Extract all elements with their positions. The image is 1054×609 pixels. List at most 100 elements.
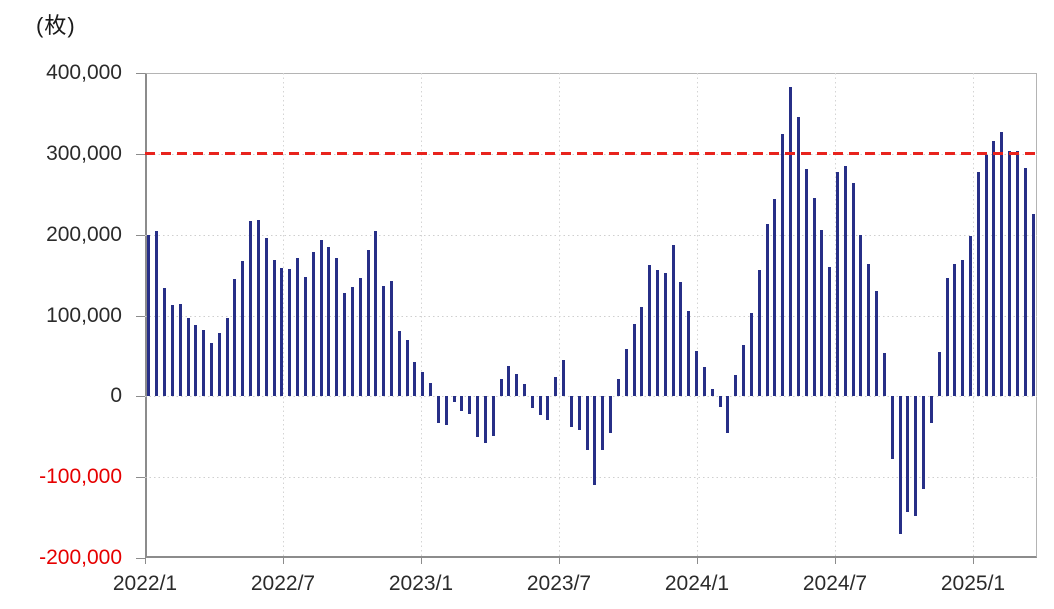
data-bar — [632, 323, 636, 397]
data-bar — [882, 353, 886, 397]
data-bar — [241, 260, 245, 397]
data-bar — [280, 267, 284, 397]
data-bar — [296, 258, 300, 397]
data-bar — [452, 396, 456, 402]
data-bar — [937, 351, 941, 397]
data-bar — [624, 348, 628, 397]
data-bar — [742, 344, 746, 397]
y-gridline — [145, 477, 1037, 479]
y-axis-label: 0 — [110, 384, 122, 408]
data-bar — [468, 396, 472, 415]
data-bar — [343, 292, 347, 397]
data-bar — [460, 396, 464, 411]
y-axis-tick — [136, 315, 145, 317]
data-bar — [906, 396, 910, 512]
data-bar — [499, 379, 503, 397]
data-bar — [374, 231, 378, 397]
data-bar — [397, 330, 401, 397]
data-bar — [718, 396, 722, 407]
x-axis-label: 2023/1 — [388, 572, 454, 595]
data-bar — [671, 245, 675, 397]
data-bar — [429, 382, 433, 397]
data-bar — [679, 281, 683, 397]
data-bar — [444, 396, 448, 425]
data-bar — [319, 240, 323, 397]
y-axis-tick — [136, 234, 145, 236]
data-bar — [147, 235, 151, 397]
data-bar — [233, 279, 237, 397]
data-bar — [1008, 150, 1012, 397]
reference-line-300k — [145, 152, 1037, 156]
data-bar — [702, 367, 706, 397]
data-bar — [867, 263, 871, 397]
data-bar — [202, 330, 206, 397]
x-axis-tick — [283, 558, 284, 564]
data-bar — [843, 165, 847, 397]
data-bar — [554, 376, 558, 397]
x-gridline — [559, 73, 560, 558]
data-bar — [851, 182, 855, 397]
data-bar — [249, 220, 253, 397]
data-bar — [350, 287, 354, 397]
x-gridline — [283, 73, 284, 558]
data-bar — [890, 396, 894, 460]
data-bar — [413, 361, 417, 397]
data-bar — [569, 396, 573, 428]
data-bar — [616, 379, 620, 397]
y-axis-label: 200,000 — [46, 222, 122, 246]
data-bar — [436, 396, 440, 423]
y-axis-tick — [136, 396, 145, 398]
data-bar — [155, 230, 159, 397]
data-bar — [929, 396, 933, 423]
data-bar — [1015, 151, 1019, 397]
data-bar — [609, 396, 613, 433]
y-axis-label: -100,000 — [39, 465, 122, 489]
data-bar — [272, 259, 276, 397]
data-bar — [421, 372, 425, 397]
y-axis-tick — [136, 558, 145, 559]
data-bar — [984, 155, 988, 397]
data-bar — [710, 389, 714, 397]
data-bar — [640, 306, 644, 397]
x-axis-tick — [973, 558, 974, 564]
data-bar — [522, 384, 526, 397]
x-axis-label: 2025/1 — [940, 572, 1006, 595]
data-bar — [585, 396, 589, 450]
data-bar — [303, 276, 307, 397]
data-bar — [734, 375, 738, 397]
y-gridline — [145, 234, 1037, 236]
data-bar — [358, 278, 362, 397]
x-axis-tick — [697, 558, 698, 564]
data-bar — [953, 263, 957, 397]
data-bar — [1031, 213, 1035, 397]
data-bar — [601, 396, 605, 450]
x-axis-label: 2024/7 — [802, 572, 868, 595]
y-axis-tick — [136, 477, 145, 479]
x-gridline — [973, 73, 974, 558]
data-bar — [507, 365, 511, 397]
data-bar — [812, 198, 816, 397]
data-bar — [804, 169, 808, 397]
data-bar — [335, 258, 339, 397]
data-bar — [687, 310, 691, 397]
data-bar — [264, 237, 268, 397]
data-bar — [726, 396, 730, 433]
data-bar — [835, 171, 839, 397]
x-axis-tick — [559, 558, 560, 564]
data-bar — [781, 134, 785, 397]
data-bar — [538, 396, 542, 415]
data-bar — [914, 396, 918, 516]
data-bar — [515, 373, 519, 397]
x-axis-tick — [835, 558, 836, 564]
data-bar — [859, 234, 863, 397]
y-gridline — [145, 315, 1037, 317]
data-bar — [875, 291, 879, 397]
x-axis-label: 2022/1 — [112, 572, 178, 595]
data-bar — [663, 273, 667, 397]
data-bar — [217, 333, 221, 397]
data-bar — [945, 277, 949, 397]
data-bar — [562, 359, 566, 397]
data-bar — [163, 288, 167, 397]
data-bar — [311, 252, 315, 397]
